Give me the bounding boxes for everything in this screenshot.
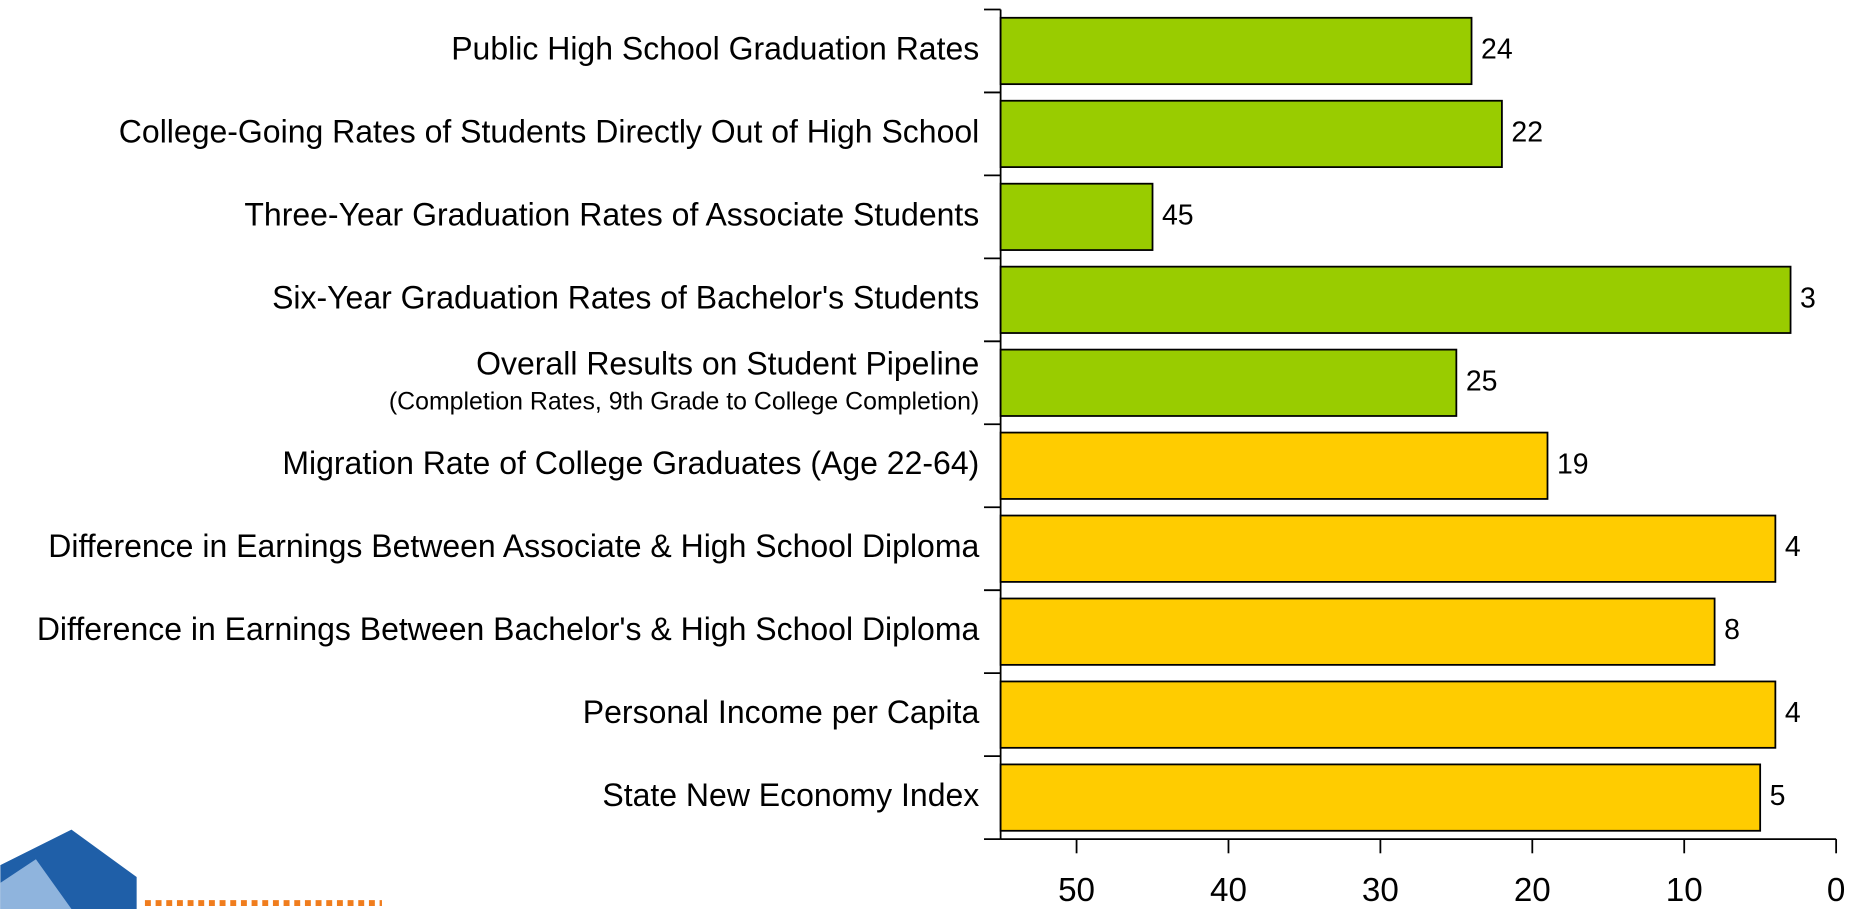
bar	[1001, 350, 1457, 416]
category-label: Migration Rate of College Graduates (Age…	[282, 445, 979, 481]
bar	[1001, 598, 1715, 664]
value-label: 22	[1511, 116, 1543, 148]
x-tick-label: 20	[1514, 872, 1551, 909]
value-label: 45	[1162, 199, 1194, 231]
bar	[1001, 184, 1153, 250]
bar	[1001, 267, 1791, 333]
value-label: 25	[1466, 365, 1498, 397]
category-label: Difference in Earnings Between Associate…	[48, 528, 979, 564]
bar	[1001, 18, 1472, 84]
category-label: Three-Year Graduation Rates of Associate…	[244, 196, 979, 232]
category-label: Six-Year Graduation Rates of Bachelor's …	[272, 279, 979, 315]
x-tick-label: 30	[1362, 872, 1399, 909]
page: {"chart_data": { "type": "hbar", "catego…	[0, 0, 1859, 909]
bar	[1001, 433, 1548, 499]
category-label: College-Going Rates of Students Directly…	[119, 113, 979, 149]
x-tick-label: 0	[1827, 872, 1845, 909]
value-label: 5	[1770, 780, 1786, 812]
x-tick-label: 40	[1210, 872, 1247, 909]
value-label: 4	[1785, 697, 1801, 729]
category-label: Public High School Graduation Rates	[451, 30, 979, 66]
category-label: State New Economy Index	[602, 777, 979, 813]
bar	[1001, 101, 1502, 167]
value-label: 24	[1481, 33, 1513, 65]
value-label: 19	[1557, 448, 1589, 480]
x-tick-label: 10	[1666, 872, 1703, 909]
bar	[1001, 764, 1761, 830]
logo	[0, 830, 382, 909]
category-label: Difference in Earnings Between Bachelor'…	[37, 611, 980, 647]
value-label: 8	[1724, 614, 1740, 646]
category-label: Personal Income per Capita	[583, 694, 980, 730]
category-label: Overall Results on Student Pipeline	[476, 346, 979, 382]
value-label: 4	[1785, 531, 1801, 563]
chart: 50 40 30 20 10 0 Public High School Graduation…	[0, 0, 1859, 909]
x-tick-label: 50	[1058, 872, 1095, 909]
bar	[1001, 681, 1776, 747]
value-label: 3	[1800, 282, 1816, 314]
bar	[1001, 516, 1776, 582]
category-sublabel: (Completion Rates, 9th Grade to College …	[389, 388, 979, 416]
